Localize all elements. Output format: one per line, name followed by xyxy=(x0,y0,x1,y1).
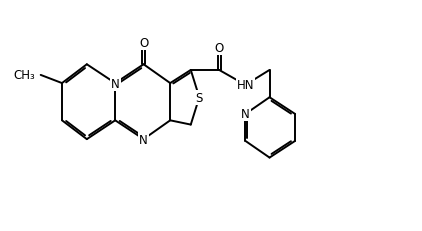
Text: O: O xyxy=(139,37,148,50)
Text: CH₃: CH₃ xyxy=(13,69,35,82)
Text: HN: HN xyxy=(237,79,254,92)
Text: O: O xyxy=(214,42,224,55)
Text: S: S xyxy=(196,91,203,104)
Text: N: N xyxy=(139,133,148,146)
Text: N: N xyxy=(111,77,119,90)
Text: N: N xyxy=(241,108,250,121)
